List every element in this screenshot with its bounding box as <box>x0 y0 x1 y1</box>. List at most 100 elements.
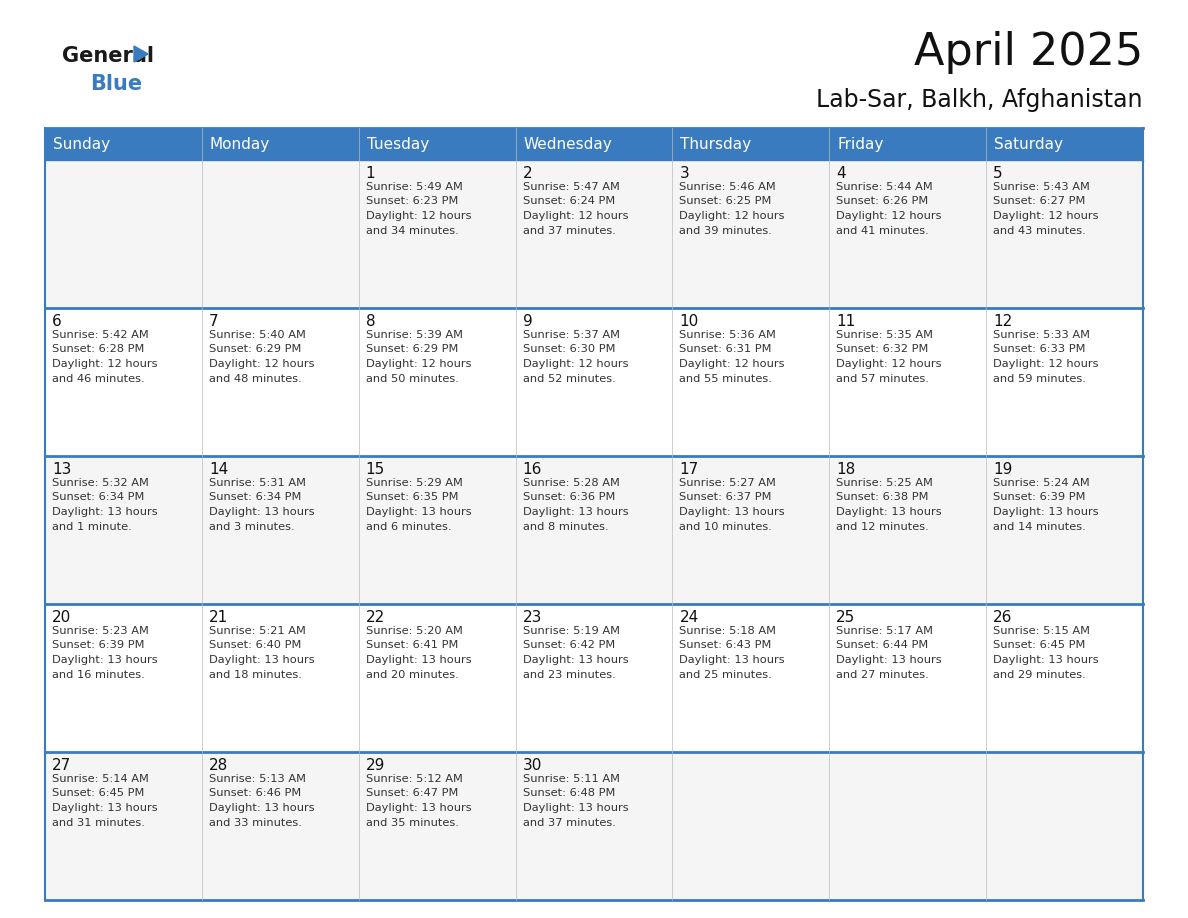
Text: Sunrise: 5:19 AM: Sunrise: 5:19 AM <box>523 626 620 636</box>
Text: Sunrise: 5:36 AM: Sunrise: 5:36 AM <box>680 330 776 340</box>
Text: 1: 1 <box>366 166 375 181</box>
Text: Sunrise: 5:31 AM: Sunrise: 5:31 AM <box>209 478 305 488</box>
Text: 10: 10 <box>680 314 699 329</box>
Text: Sunrise: 5:13 AM: Sunrise: 5:13 AM <box>209 774 305 784</box>
Text: Daylight: 13 hours: Daylight: 13 hours <box>523 655 628 665</box>
Text: and 10 minutes.: and 10 minutes. <box>680 521 772 532</box>
Bar <box>829 604 986 752</box>
Text: 3: 3 <box>680 166 689 181</box>
Text: 16: 16 <box>523 462 542 477</box>
Text: Sunrise: 5:20 AM: Sunrise: 5:20 AM <box>366 626 462 636</box>
Text: Daylight: 12 hours: Daylight: 12 hours <box>836 211 942 221</box>
Text: Sunset: 6:38 PM: Sunset: 6:38 PM <box>836 492 929 502</box>
Text: Sunset: 6:44 PM: Sunset: 6:44 PM <box>836 641 929 651</box>
Text: Sunrise: 5:25 AM: Sunrise: 5:25 AM <box>836 478 933 488</box>
Text: 2: 2 <box>523 166 532 181</box>
Text: Sunset: 6:45 PM: Sunset: 6:45 PM <box>52 789 145 799</box>
Text: 27: 27 <box>52 758 71 773</box>
Text: Sunset: 6:37 PM: Sunset: 6:37 PM <box>680 492 772 502</box>
Bar <box>672 160 829 308</box>
Text: April 2025: April 2025 <box>914 30 1143 73</box>
Text: Sunrise: 5:47 AM: Sunrise: 5:47 AM <box>523 182 619 192</box>
Text: 4: 4 <box>836 166 846 181</box>
Text: Sunrise: 5:39 AM: Sunrise: 5:39 AM <box>366 330 462 340</box>
Bar <box>516 456 672 604</box>
Text: Sunset: 6:23 PM: Sunset: 6:23 PM <box>366 196 459 207</box>
Bar <box>986 160 1143 308</box>
Text: Sunset: 6:35 PM: Sunset: 6:35 PM <box>366 492 459 502</box>
Text: and 23 minutes.: and 23 minutes. <box>523 669 615 679</box>
Text: Sunset: 6:29 PM: Sunset: 6:29 PM <box>209 344 302 354</box>
Bar <box>829 160 986 308</box>
Text: Daylight: 12 hours: Daylight: 12 hours <box>680 211 785 221</box>
Text: Sunrise: 5:40 AM: Sunrise: 5:40 AM <box>209 330 305 340</box>
Text: and 37 minutes.: and 37 minutes. <box>523 818 615 827</box>
Text: Daylight: 13 hours: Daylight: 13 hours <box>366 803 472 813</box>
Text: 20: 20 <box>52 610 71 625</box>
Text: Daylight: 13 hours: Daylight: 13 hours <box>366 655 472 665</box>
Text: Sunset: 6:27 PM: Sunset: 6:27 PM <box>993 196 1086 207</box>
Text: Daylight: 13 hours: Daylight: 13 hours <box>836 507 942 517</box>
Text: and 8 minutes.: and 8 minutes. <box>523 521 608 532</box>
Text: Saturday: Saturday <box>994 137 1063 151</box>
Text: Blue: Blue <box>90 74 143 94</box>
Text: Sunset: 6:40 PM: Sunset: 6:40 PM <box>209 641 302 651</box>
Text: Daylight: 13 hours: Daylight: 13 hours <box>209 507 315 517</box>
Text: and 50 minutes.: and 50 minutes. <box>366 374 459 384</box>
Bar <box>516 160 672 308</box>
Polygon shape <box>134 46 148 62</box>
Text: Sunset: 6:46 PM: Sunset: 6:46 PM <box>209 789 301 799</box>
Text: and 48 minutes.: and 48 minutes. <box>209 374 302 384</box>
Text: Sunset: 6:36 PM: Sunset: 6:36 PM <box>523 492 615 502</box>
Text: Sunset: 6:34 PM: Sunset: 6:34 PM <box>209 492 302 502</box>
Text: and 12 minutes.: and 12 minutes. <box>836 521 929 532</box>
Text: Sunrise: 5:24 AM: Sunrise: 5:24 AM <box>993 478 1089 488</box>
Text: 11: 11 <box>836 314 855 329</box>
Text: Sunset: 6:33 PM: Sunset: 6:33 PM <box>993 344 1086 354</box>
Text: Sunrise: 5:27 AM: Sunrise: 5:27 AM <box>680 478 776 488</box>
Text: Sunset: 6:47 PM: Sunset: 6:47 PM <box>366 789 459 799</box>
Text: and 59 minutes.: and 59 minutes. <box>993 374 1086 384</box>
Text: 29: 29 <box>366 758 385 773</box>
Text: Monday: Monday <box>210 137 270 151</box>
Text: 5: 5 <box>993 166 1003 181</box>
Text: 12: 12 <box>993 314 1012 329</box>
Text: and 52 minutes.: and 52 minutes. <box>523 374 615 384</box>
Text: Sunrise: 5:46 AM: Sunrise: 5:46 AM <box>680 182 776 192</box>
Text: Daylight: 13 hours: Daylight: 13 hours <box>52 655 158 665</box>
Text: and 37 minutes.: and 37 minutes. <box>523 226 615 236</box>
Text: Sunset: 6:45 PM: Sunset: 6:45 PM <box>993 641 1086 651</box>
Text: and 1 minute.: and 1 minute. <box>52 521 132 532</box>
Bar <box>672 308 829 456</box>
Bar <box>516 128 672 160</box>
Text: Sunset: 6:42 PM: Sunset: 6:42 PM <box>523 641 615 651</box>
Text: and 29 minutes.: and 29 minutes. <box>993 669 1086 679</box>
Bar <box>829 456 986 604</box>
Text: Sunset: 6:24 PM: Sunset: 6:24 PM <box>523 196 615 207</box>
Bar <box>359 308 516 456</box>
Text: Sunset: 6:31 PM: Sunset: 6:31 PM <box>680 344 772 354</box>
Text: 15: 15 <box>366 462 385 477</box>
Text: and 55 minutes.: and 55 minutes. <box>680 374 772 384</box>
Text: and 35 minutes.: and 35 minutes. <box>366 818 459 827</box>
Text: Sunset: 6:48 PM: Sunset: 6:48 PM <box>523 789 615 799</box>
Text: Sunset: 6:34 PM: Sunset: 6:34 PM <box>52 492 145 502</box>
Text: 28: 28 <box>209 758 228 773</box>
Text: and 33 minutes.: and 33 minutes. <box>209 818 302 827</box>
Text: Sunset: 6:39 PM: Sunset: 6:39 PM <box>52 641 145 651</box>
Text: Sunrise: 5:17 AM: Sunrise: 5:17 AM <box>836 626 934 636</box>
Text: Friday: Friday <box>838 137 884 151</box>
Bar <box>45 752 202 900</box>
Bar <box>359 160 516 308</box>
Text: 25: 25 <box>836 610 855 625</box>
Text: 22: 22 <box>366 610 385 625</box>
Text: Daylight: 13 hours: Daylight: 13 hours <box>52 507 158 517</box>
Text: Tuesday: Tuesday <box>367 137 429 151</box>
Bar <box>359 604 516 752</box>
Text: Sunrise: 5:44 AM: Sunrise: 5:44 AM <box>836 182 933 192</box>
Text: Sunset: 6:32 PM: Sunset: 6:32 PM <box>836 344 929 354</box>
Text: Daylight: 12 hours: Daylight: 12 hours <box>836 359 942 369</box>
Text: Sunrise: 5:14 AM: Sunrise: 5:14 AM <box>52 774 148 784</box>
Text: Daylight: 12 hours: Daylight: 12 hours <box>523 359 628 369</box>
Text: and 57 minutes.: and 57 minutes. <box>836 374 929 384</box>
